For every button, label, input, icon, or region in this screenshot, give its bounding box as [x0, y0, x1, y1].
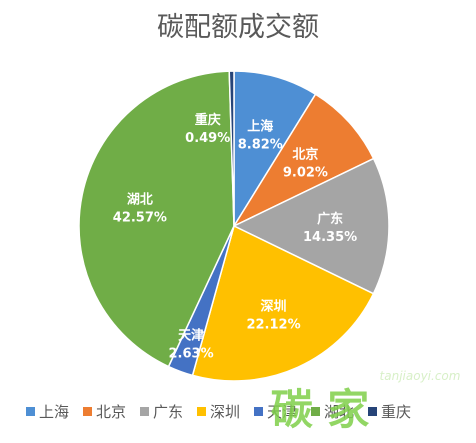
legend-swatch-4 [254, 407, 263, 416]
legend-swatch-6 [368, 407, 377, 416]
pie-slice-0 [233, 70, 317, 229]
slice-name-label-6: 重庆 [195, 112, 221, 128]
slice-name-label-3: 深圳 [261, 299, 287, 315]
pie-slice-1 [232, 93, 375, 228]
legend-label-0: 上海 [39, 403, 69, 421]
watermark-url: tanjiaoyi.com [380, 369, 461, 383]
slice-name-label-2: 广东 [317, 211, 343, 227]
slice-value-label-1: 9.02% [283, 166, 328, 181]
legend-label-4: 天津 [267, 403, 297, 421]
slice-value-label-2: 14.35% [303, 230, 357, 245]
legend-label-1: 北京 [96, 403, 126, 421]
legend-swatch-0 [26, 407, 35, 416]
slice-labels: 上海 8.82% 北京 9.02% 广东 14.35% 深圳 22.12% 天津 2.63% 湖北 4… [113, 112, 357, 361]
pie-slice-2 [232, 157, 390, 295]
watermark-logo: 碳 家 tanjiaoyi.com [271, 369, 461, 434]
legend-label-6: 重庆 [381, 403, 411, 421]
legend-label-5: 湖北 [324, 403, 354, 421]
slice-name-label-0: 上海 [247, 119, 273, 135]
legend-swatch-2 [140, 407, 149, 416]
legend-label-2: 广东 [153, 403, 183, 421]
slice-name-label-5: 湖北 [127, 193, 153, 208]
pie-slice-6 [228, 70, 235, 227]
pie-slice-5 [78, 70, 235, 368]
slice-value-label-4: 2.63% [169, 346, 214, 361]
slice-value-label-0: 8.82% [238, 138, 283, 153]
slice-value-label-3: 22.12% [246, 318, 300, 333]
legend-swatch-1 [83, 407, 92, 416]
chart-title: 碳配额成交额 [157, 12, 319, 43]
pie-slice-3 [191, 224, 375, 382]
slice-name-label-4: 天津 [178, 327, 204, 343]
legend-swatch-5 [311, 407, 320, 416]
slice-value-label-5: 42.57% [113, 211, 167, 226]
pie-slices [78, 70, 390, 382]
legend: 上海 北京 广东 深圳 天津 湖北 重庆 [26, 403, 411, 421]
legend-label-3: 深圳 [210, 403, 240, 421]
watermark-text: 碳 家 [271, 385, 370, 434]
legend-swatch-3 [197, 407, 206, 416]
slice-name-label-1: 北京 [292, 147, 318, 163]
slice-value-label-6: 0.49% [185, 131, 230, 146]
